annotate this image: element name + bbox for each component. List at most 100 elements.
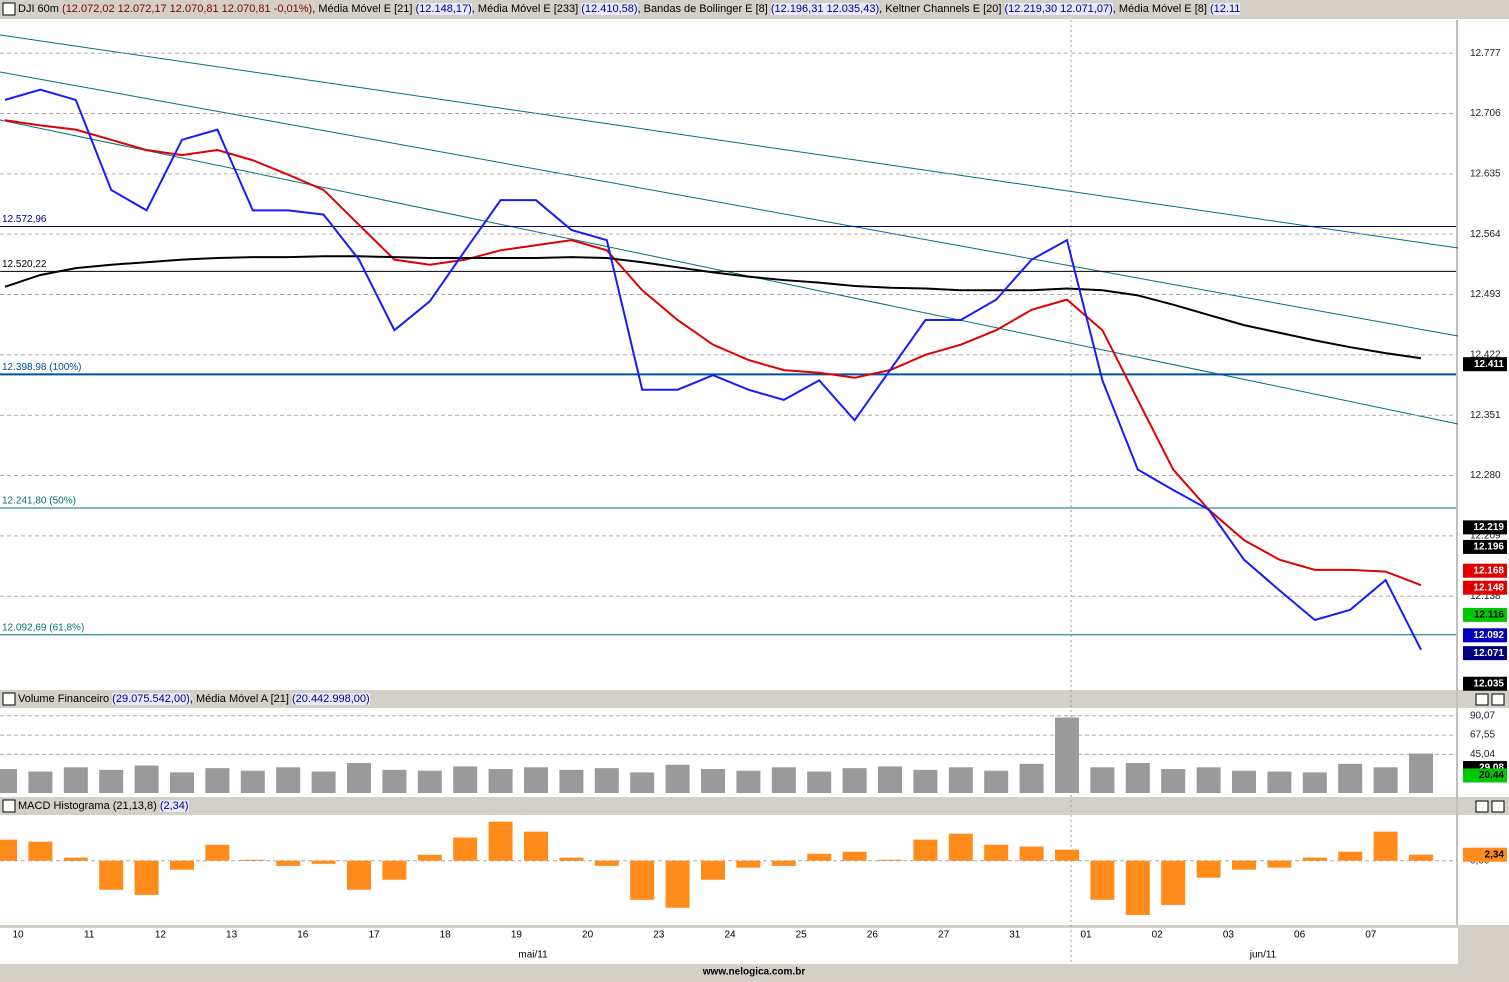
- macd-header: MACD Histograma (21,13,8) (2,34): [18, 798, 189, 814]
- y-tick-label: 12.138: [1470, 591, 1501, 602]
- window-button[interactable]: [2, 799, 16, 813]
- bar: [347, 860, 371, 890]
- x-tick-label: 07: [1365, 930, 1377, 941]
- bar: [311, 860, 336, 864]
- price-tag-label: 12.092: [1473, 630, 1504, 641]
- bar: [842, 768, 867, 793]
- bar: [1125, 860, 1150, 915]
- bar: [1409, 854, 1433, 861]
- bar: [63, 857, 88, 861]
- x-tick-label: 17: [368, 930, 380, 941]
- bar: [488, 768, 513, 793]
- legend-entry: Keltner Channels E [20]: [885, 3, 1002, 15]
- x-tick-label: 20: [582, 930, 594, 941]
- maximize-button[interactable]: [1475, 693, 1489, 706]
- bar: [594, 860, 619, 866]
- x-tick-label: 13: [226, 930, 238, 941]
- y-tick-label: 12.777: [1470, 48, 1501, 59]
- readout: (12.410,58): [581, 3, 638, 15]
- price-tag-label: 2,34: [1485, 849, 1505, 860]
- x-tick-label: 02: [1152, 930, 1164, 941]
- x-tick-label: 11: [84, 930, 95, 941]
- trend-line: [0, 71, 1459, 337]
- bar: [594, 768, 619, 793]
- panel-title: DJI 60m: [18, 3, 59, 15]
- bar: [1019, 763, 1044, 793]
- bar: [1409, 753, 1433, 793]
- x-axis-area: [0, 928, 1458, 964]
- bar: [1338, 763, 1363, 793]
- bar: [382, 860, 407, 880]
- series-line: [4, 255, 1422, 360]
- y-tick-label: 12.280: [1470, 470, 1501, 481]
- price-tag-label: 12.035: [1473, 678, 1504, 689]
- bar: [984, 770, 1009, 793]
- price-tag: [1463, 676, 1507, 691]
- maximize-button[interactable]: [1475, 800, 1489, 813]
- bar: [1373, 767, 1398, 793]
- bar: [1302, 857, 1327, 861]
- legend-entry: Média Móvel A [21]: [195, 693, 289, 705]
- price-tag-label: 12.168: [1473, 565, 1504, 576]
- x-tick-label: 24: [724, 930, 736, 941]
- series-line: [4, 119, 1422, 587]
- y-tick-label: 90,07: [1470, 710, 1495, 721]
- price-tag: [1463, 646, 1507, 661]
- bar: [1196, 860, 1221, 878]
- price-tag-label: 12.148: [1473, 582, 1504, 593]
- price-tag-label: 29,08: [1479, 763, 1504, 774]
- bar: [807, 771, 832, 793]
- plot-layer: 12.777 12.706 12.635 12.564 12.493 12.422 12.3…: [0, 48, 1507, 978]
- price-tag: [1463, 539, 1507, 554]
- bar: [771, 767, 796, 793]
- bar: [205, 844, 230, 861]
- price-tag-label: 12.116: [1474, 610, 1504, 621]
- y-tick-label: 12.564: [1470, 229, 1501, 240]
- footer: www.nelogica.com.br: [702, 967, 806, 978]
- y-tick-label: 12.493: [1470, 289, 1501, 300]
- bar: [948, 767, 973, 793]
- legend-entry: Média Móvel E [21]: [318, 3, 413, 15]
- bar: [99, 769, 124, 793]
- price-tag: [1463, 607, 1507, 622]
- bar: [453, 766, 478, 793]
- price-tag: [1463, 628, 1507, 643]
- x-tick-label: 19: [511, 930, 523, 941]
- y-tick-label: 12.351: [1470, 410, 1501, 421]
- panel-header: [0, 797, 1509, 815]
- bar: [0, 839, 17, 861]
- bar: [948, 833, 973, 861]
- bar: [771, 860, 796, 866]
- readout: (20.442.998,00): [291, 693, 370, 705]
- level-label: 12.520,22: [2, 259, 47, 270]
- bar: [1196, 767, 1221, 793]
- window-button[interactable]: [2, 692, 16, 706]
- price-tag-label: 12.219: [1473, 522, 1504, 533]
- level-label: 12.241,80 (50%): [2, 496, 76, 507]
- price-tag: [1463, 847, 1507, 862]
- y-tick-label: 45,04: [1470, 749, 1495, 760]
- month-label: mai/11: [518, 950, 548, 961]
- bar: [524, 831, 548, 861]
- close-button[interactable]: [1491, 800, 1505, 813]
- x-tick-label: 12: [155, 930, 167, 941]
- readout: (12.11: [1210, 3, 1241, 15]
- price-tag-label: 12.196: [1473, 542, 1504, 553]
- bar: [842, 851, 867, 861]
- bar: [878, 766, 902, 793]
- series-line: [4, 88, 1422, 651]
- bar: [1055, 717, 1079, 793]
- bar: [347, 762, 371, 793]
- price-tag: [1463, 768, 1507, 783]
- trend-line: [0, 34, 1459, 249]
- bar: [382, 769, 407, 793]
- panel-header: [0, 0, 1509, 19]
- bar: [1090, 860, 1115, 900]
- price-tag: [1463, 357, 1507, 372]
- window-button[interactable]: [2, 2, 16, 16]
- bar: [1267, 860, 1292, 868]
- price-tag: [1463, 580, 1507, 595]
- close-button[interactable]: [1491, 693, 1505, 706]
- bar: [701, 860, 725, 880]
